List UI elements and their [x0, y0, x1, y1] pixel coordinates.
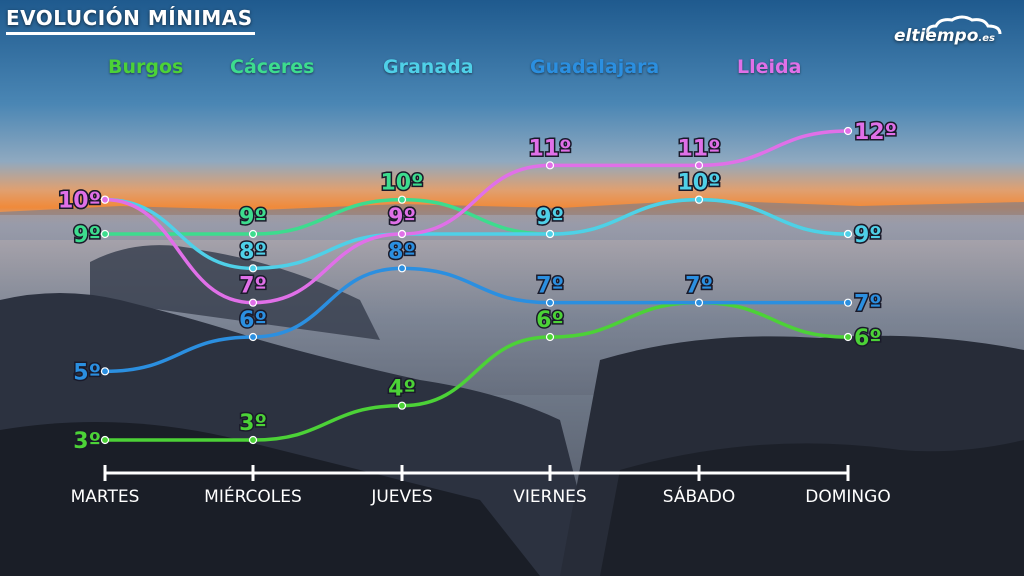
value-label-burgos: 6º	[536, 308, 564, 333]
series-line-lleida	[104, 129, 849, 305]
data-point-lleida	[397, 229, 407, 239]
series-line-burgos	[105, 300, 849, 442]
value-label-caceres: 9º	[73, 223, 101, 248]
value-label-burgos: 6º	[854, 326, 882, 351]
value-label-lleida: 12º	[854, 120, 897, 145]
value-label-granada: 9º	[854, 223, 882, 248]
brand-logo-main: eltiempo	[894, 26, 979, 46]
value-label-guadalajara: 8º	[388, 239, 416, 264]
value-label-burgos: 3º	[73, 429, 101, 454]
value-label-lleida: 11º	[677, 136, 720, 161]
legend-item-guadalajara: Guadalajara	[530, 56, 660, 78]
data-point-caceres	[248, 229, 258, 239]
data-point-lleida	[694, 161, 704, 170]
legend-item-granada: Granada	[383, 56, 474, 78]
data-point-caceres	[100, 229, 110, 239]
series-line-guadalajara	[104, 266, 848, 374]
legend-item-caceres: Cáceres	[230, 56, 315, 78]
value-label-caceres: 9º	[536, 205, 564, 230]
data-point-lleida	[100, 195, 110, 204]
data-point-granada	[694, 195, 704, 204]
data-point-guadalajara	[545, 298, 555, 307]
value-label-caceres: 10º	[677, 171, 720, 196]
value-label-granada: 10º	[58, 189, 101, 214]
chart-title: EVOLUCIÓN MÍNIMAS	[6, 6, 255, 35]
brand-logo-suffix: .es	[978, 33, 995, 44]
x-tick-label: DOMINGO	[805, 487, 890, 507]
value-label-burgos: 3º	[239, 411, 267, 436]
x-tick-label: VIERNES	[513, 487, 586, 507]
data-point-guadalajara	[100, 367, 110, 376]
x-axis: MARTES MIÉRCOLES JUEVES VIERNES SÁBADO DOMING…	[71, 465, 891, 507]
data-point-caceres	[397, 195, 407, 204]
value-label-caceres: 10º	[380, 171, 423, 196]
data-point-guadalajara	[694, 298, 704, 307]
data-point-lleida	[545, 161, 555, 170]
value-label-lleida: 9º	[388, 205, 416, 230]
value-label-guadalajara: 7º	[536, 274, 564, 299]
data-point-burgos	[100, 435, 110, 445]
data-point-burgos	[248, 435, 258, 445]
data-point-guadalajara	[397, 264, 407, 273]
value-label-lleida: 10º	[58, 189, 101, 214]
value-label-granada: 9º	[536, 205, 564, 230]
cloud-logo-icon	[926, 15, 1002, 35]
x-tick-label: SÁBADO	[663, 485, 736, 507]
value-label-guadalajara: 5º	[73, 360, 101, 385]
data-point-lleida	[248, 298, 258, 307]
data-point-guadalajara	[843, 298, 853, 307]
data-point-burgos	[545, 332, 555, 342]
x-tick-label: MARTES	[71, 487, 140, 507]
value-label-lleida: 7º	[239, 274, 267, 299]
x-tick-label: MIÉRCOLES	[204, 485, 302, 507]
legend-item-burgos: Burgos	[108, 56, 184, 78]
value-label-guadalajara: 7º	[854, 292, 882, 317]
data-point-granada	[545, 229, 555, 239]
value-label-granada: 10º	[677, 171, 720, 196]
value-label-caceres: 9º	[239, 205, 267, 230]
data-point-guadalajara	[248, 332, 258, 342]
data-point-burgos	[843, 332, 853, 342]
data-point-lleida	[843, 126, 853, 136]
brand-logo: eltiempo.es	[894, 26, 995, 46]
series-lines	[100, 126, 853, 445]
value-label-granada: 9º	[388, 205, 416, 230]
value-label-lleida: 11º	[528, 136, 571, 161]
value-label-guadalajara: 6º	[239, 308, 267, 333]
value-label-burgos: 7º	[685, 274, 713, 299]
value-label-granada: 8º	[239, 239, 267, 264]
data-point-granada	[843, 229, 853, 239]
x-tick-label: JUEVES	[370, 487, 432, 507]
series-line-granada	[104, 197, 849, 271]
value-label-caceres: 9º	[854, 223, 882, 248]
value-label-guadalajara: 7º	[685, 274, 713, 299]
data-point-burgos	[397, 401, 407, 410]
value-label-burgos: 4º	[388, 377, 416, 402]
legend-item-lleida: Lleida	[737, 56, 802, 78]
data-point-granada	[248, 264, 258, 273]
